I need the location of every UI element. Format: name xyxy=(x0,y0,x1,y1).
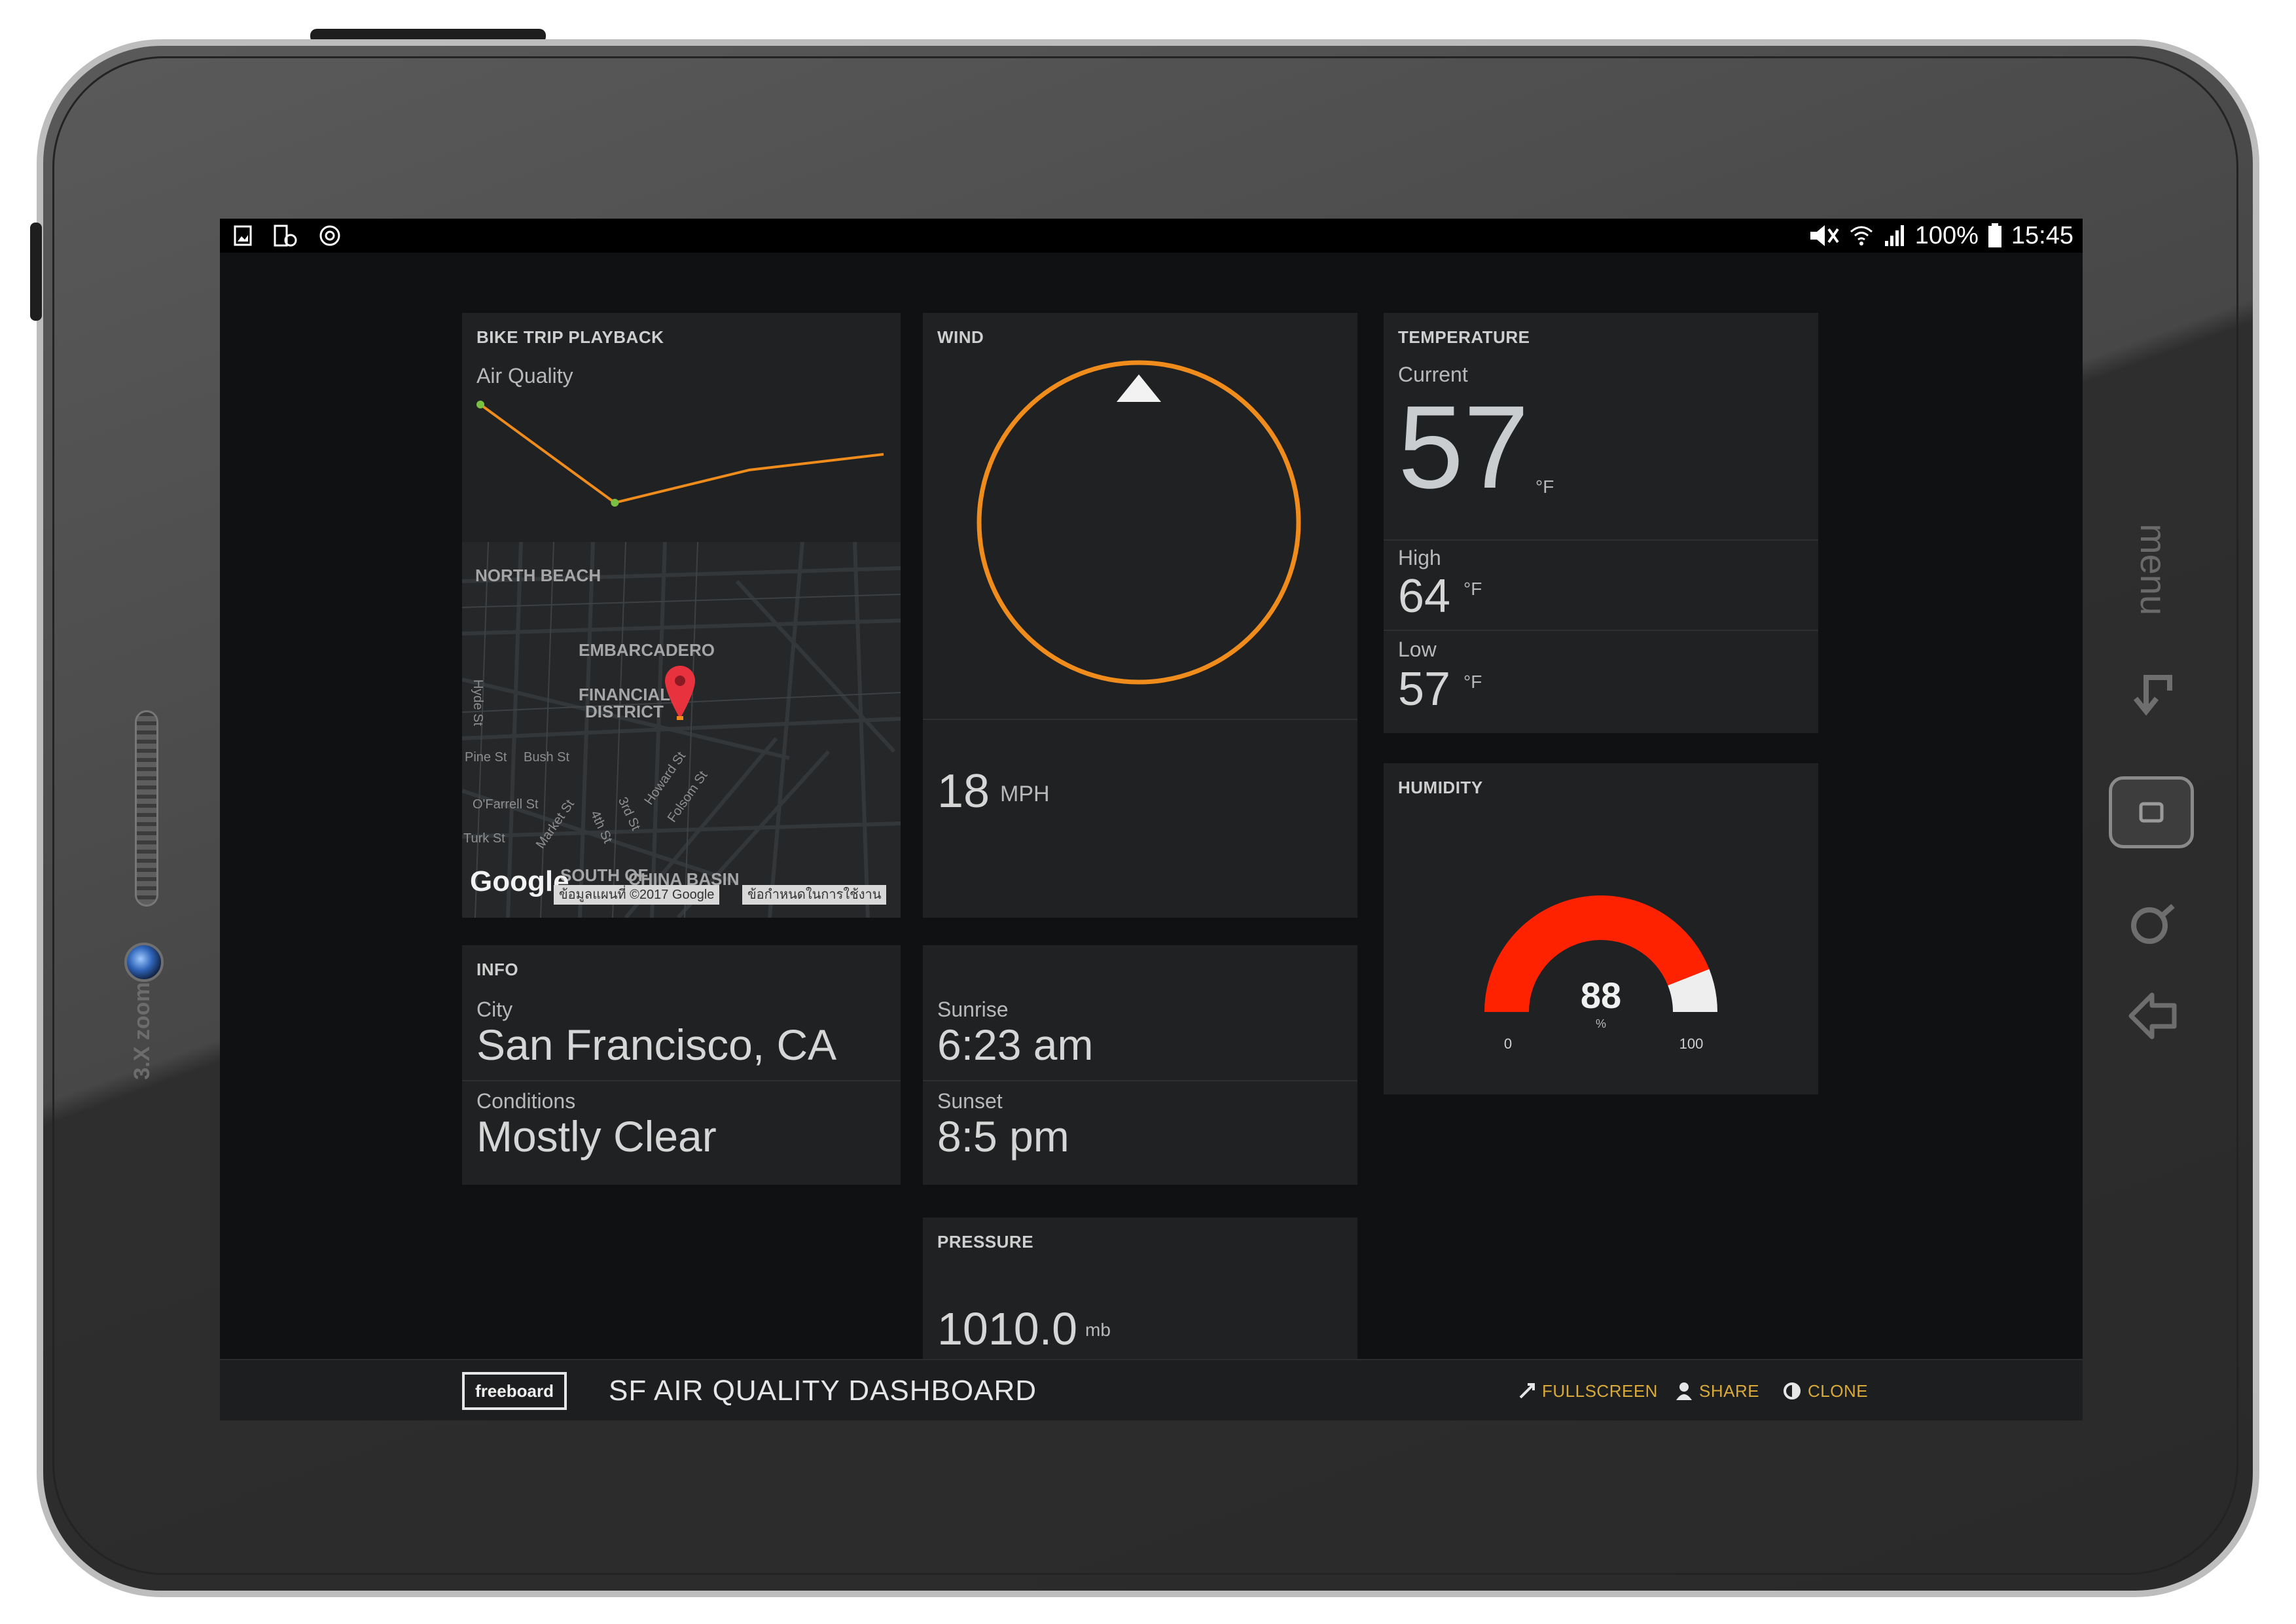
city-value: San Francisco, CA xyxy=(476,1020,837,1069)
wind-speed-value: 18 xyxy=(937,765,990,818)
mute-icon xyxy=(1810,225,1839,246)
low-temp-unit: °F xyxy=(1463,672,1482,692)
humidity-value: 88 xyxy=(1580,975,1622,1016)
tablet-bezel xyxy=(52,56,2238,1575)
back-icon[interactable] xyxy=(2117,982,2189,1054)
map-pin-icon[interactable] xyxy=(662,662,698,721)
search-hw-icon[interactable] xyxy=(2117,890,2189,962)
sunset-label: Sunset xyxy=(937,1089,1003,1113)
panel-humidity: HUMIDITY 88 % 0 100 xyxy=(1384,763,1818,1094)
half-circle-icon xyxy=(1784,1382,1801,1399)
conditions-label: Conditions xyxy=(476,1089,576,1113)
panel-wind: WIND 18 MPH xyxy=(923,313,1357,918)
sunset-value: 8:5 pm xyxy=(937,1112,1069,1161)
high-temp-label: High xyxy=(1398,546,1441,569)
low-temp-label: Low xyxy=(1398,638,1437,661)
current-temp-unit: °F xyxy=(1535,477,1554,497)
sunrise-label: Sunrise xyxy=(937,998,1009,1021)
panel-title: BIKE TRIP PLAYBACK xyxy=(476,327,664,347)
battery-percent: 100% xyxy=(1914,221,1979,249)
clone-label: CLONE xyxy=(1808,1380,1869,1401)
return-icon[interactable] xyxy=(2117,655,2189,727)
share-label: SHARE xyxy=(1699,1380,1760,1401)
humidity-min-label: 0 xyxy=(1503,1036,1513,1052)
map-area-label: FINANCIAL xyxy=(579,685,671,704)
panel-pressure: PRESSURE 1010.0 mb xyxy=(923,1218,1357,1359)
map-terms-link[interactable]: ข้อกำหนดในการใช้งาน xyxy=(742,885,887,905)
home-icon xyxy=(2139,802,2164,823)
wind-direction-icon xyxy=(1117,374,1161,402)
map-area-label: NORTH BEACH xyxy=(475,566,601,585)
fullscreen-button[interactable]: FULLSCREEN xyxy=(1518,1360,1658,1420)
signal-icon xyxy=(1884,225,1904,246)
panel-title: WIND xyxy=(937,327,984,347)
clone-button[interactable]: CLONE xyxy=(1783,1360,1868,1420)
map-street-label: Turk St xyxy=(463,831,505,846)
conditions-value: Mostly Clear xyxy=(476,1112,717,1161)
panel-title: INFO xyxy=(476,960,519,979)
google-logo: Google xyxy=(470,865,569,897)
speaker-grille xyxy=(135,710,158,907)
map-street-label: Bush St xyxy=(524,750,570,765)
dashboard-title: SF AIR QUALITY DASHBOARD xyxy=(609,1375,1037,1407)
humidity-max-label: 100 xyxy=(1679,1036,1704,1052)
sync-icon xyxy=(319,225,340,246)
panel-title: HUMIDITY xyxy=(1398,778,1483,797)
map-streets xyxy=(462,542,901,918)
freeboard-logo[interactable]: freeboard xyxy=(462,1372,567,1410)
gauge-fill xyxy=(1484,895,1710,1012)
sunrise-value: 6:23 am xyxy=(937,1020,1094,1069)
pressure-value: 1010.0 xyxy=(937,1303,1078,1354)
air-quality-point xyxy=(476,401,484,408)
air-quality-chart xyxy=(476,401,884,507)
user-icon xyxy=(1676,1382,1692,1400)
map-street-label: O'Farrell St xyxy=(473,797,539,812)
pressure-unit: mb xyxy=(1085,1320,1111,1340)
panel-bike-trip: BIKE TRIP PLAYBACK Air Quality NORTH BEA… xyxy=(462,313,901,918)
status-bar: 100% 15:45 xyxy=(220,219,2083,253)
menu-label: menu xyxy=(2133,524,2174,616)
wifi-icon xyxy=(1850,226,1873,245)
panel-title: PRESSURE xyxy=(937,1232,1034,1252)
high-temp-value: 64 xyxy=(1398,570,1451,623)
humidity-gauge xyxy=(1484,895,1717,1012)
screen: 100% 15:45 BIKE TRIP PLAYBACK Air Qualit… xyxy=(220,219,2083,1420)
wind-speed-unit: MPH xyxy=(1000,782,1050,806)
humidity-unit: % xyxy=(1595,1017,1606,1030)
camera-lens xyxy=(124,943,164,982)
clock: 15:45 xyxy=(2011,221,2073,249)
air-quality-line xyxy=(479,403,884,505)
current-temp-label: Current xyxy=(1398,363,1468,386)
series-label: Air Quality xyxy=(476,364,573,388)
fullscreen-label: FULLSCREEN xyxy=(1542,1380,1658,1401)
low-temp-value: 57 xyxy=(1398,663,1451,715)
map-street-label: Hyde St xyxy=(471,679,486,727)
wind-compass xyxy=(977,360,1301,685)
panel-title: TEMPERATURE xyxy=(1398,327,1530,347)
panel-sun: Sunrise 6:23 am Sunset 8:5 pm xyxy=(923,945,1357,1185)
map[interactable]: NORTH BEACH EMBARCADERO FINANCIAL DISTRI… xyxy=(462,542,901,918)
dashboard-footer: freeboard SF AIR QUALITY DASHBOARD FULLS… xyxy=(220,1359,2083,1420)
panel-temperature: TEMPERATURE Current 57 °F High 64 °F Low… xyxy=(1384,313,1818,733)
map-area-label: DISTRICT xyxy=(585,702,664,721)
map-street-label: Pine St xyxy=(465,750,507,765)
home-button[interactable] xyxy=(2109,776,2194,848)
gauge-remainder xyxy=(1668,969,1717,1012)
map-area-label: SOUTH OF xyxy=(560,865,649,885)
battery-icon xyxy=(1988,223,2001,247)
high-temp-unit: °F xyxy=(1463,579,1482,599)
expand-icon xyxy=(1519,1383,1535,1399)
share-button[interactable]: SHARE xyxy=(1676,1360,1759,1420)
city-label: City xyxy=(476,998,513,1021)
phone-update-icon xyxy=(274,225,297,247)
zoom-label: 3.X zoom xyxy=(130,982,154,1080)
gallery-icon xyxy=(234,225,252,246)
current-temp-value: 57 xyxy=(1398,382,1530,513)
map-copyright: ข้อมูลแผนที่ ©2017 Google xyxy=(554,885,720,905)
panel-info: INFO City San Francisco, CA Conditions M… xyxy=(462,945,901,1185)
air-quality-point xyxy=(611,499,619,507)
volume-button[interactable] xyxy=(30,223,42,321)
map-area-label: EMBARCADERO xyxy=(579,640,715,660)
